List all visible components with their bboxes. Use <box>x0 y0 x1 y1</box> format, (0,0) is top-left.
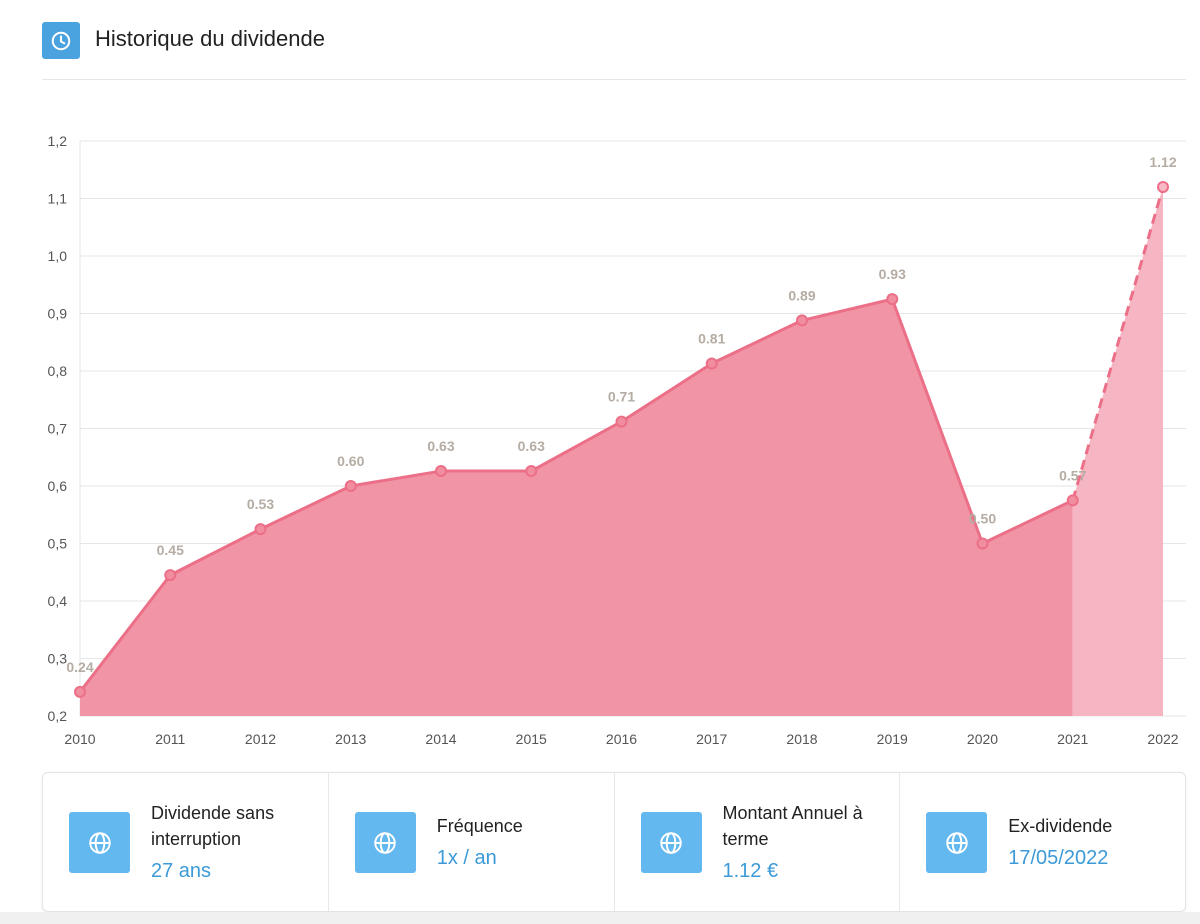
card-frequency: Fréquence 1x / an <box>329 773 615 911</box>
data-label: 0.63 <box>518 438 545 454</box>
data-point <box>886 293 899 306</box>
data-point <box>976 537 989 550</box>
x-axis: 2010 2011 2012 2013 2014 2015 2016 2017 2018 2019… <box>64 731 1178 747</box>
dividend-history-chart: 0,20,30,40,50,60,70,80,91,01,11,2 2010 20… <box>48 133 1186 747</box>
globe-icon <box>69 812 130 873</box>
projected-dividend-area <box>1072 187 1163 716</box>
dividend-summary-cards: Dividende sans interruption 27 ans Fréqu… <box>42 772 1186 912</box>
globe-icon <box>354 812 416 873</box>
card-value: 1.12 € <box>722 860 779 882</box>
data-point <box>164 569 177 582</box>
globe-icon <box>640 812 702 873</box>
data-label: 0.24 <box>66 659 93 675</box>
card-ex-dividend: Ex-dividende 17/05/2022 <box>900 773 1185 911</box>
y-tick-label: 0,5 <box>48 536 68 552</box>
x-tick-label: 2021 <box>1057 731 1088 747</box>
x-tick-label: 2018 <box>786 731 817 747</box>
chart-data-labels: 0.24 0.45 0.53 0.60 0.63 0.63 0.71 0.81 0.89 0.93… <box>66 154 1176 675</box>
data-point <box>254 523 267 536</box>
data-label: 0.60 <box>337 453 364 469</box>
y-tick-label: 0,7 <box>48 421 68 437</box>
data-point <box>705 357 718 370</box>
card-annual-amount: Montant Annuel à terme 1.12 € <box>615 773 901 911</box>
dividend-area <box>80 299 1073 716</box>
y-tick-label: 0,9 <box>48 306 68 322</box>
x-tick-label: 2016 <box>606 731 637 747</box>
data-point <box>1066 494 1079 507</box>
data-point <box>525 465 538 478</box>
card-value: 1x / an <box>436 847 497 869</box>
chart-areas <box>80 187 1163 716</box>
x-tick-label: 2014 <box>425 731 456 747</box>
card-label: Montant Annuel à terme <box>722 803 863 849</box>
chart-lines <box>78 186 1165 693</box>
data-point <box>74 685 86 698</box>
x-tick-label: 2012 <box>245 731 276 747</box>
data-label: 0.93 <box>879 266 906 282</box>
data-label: 0.89 <box>788 287 815 303</box>
y-tick-label: 0,6 <box>48 478 68 494</box>
x-tick-label: 2015 <box>516 731 547 747</box>
data-label: 1.12 <box>1149 154 1176 170</box>
data-label: 0.53 <box>247 496 274 512</box>
projected-dividend-line <box>1071 186 1165 501</box>
card-uninterrupted: Dividende sans interruption 27 ans <box>43 773 329 911</box>
x-tick-label: 2019 <box>877 731 908 747</box>
x-tick-label: 2013 <box>335 731 366 747</box>
card-value: 27 ans <box>151 860 212 882</box>
y-tick-label: 1,2 <box>48 133 68 149</box>
page-bottom-edge <box>0 912 1200 924</box>
x-tick-label: 2022 <box>1147 731 1178 747</box>
x-tick-label: 2017 <box>696 731 727 747</box>
card-value: 17/05/2022 <box>1008 847 1109 869</box>
x-tick-label: 2020 <box>967 731 998 747</box>
y-tick-label: 1,0 <box>48 248 68 264</box>
chart-points <box>74 181 1169 698</box>
clock-icon <box>42 22 80 59</box>
data-point <box>344 480 357 492</box>
data-label: 0.81 <box>698 331 725 347</box>
y-tick-label: 1,1 <box>48 191 68 207</box>
data-label: 0.63 <box>427 438 454 454</box>
globe-icon <box>926 812 988 873</box>
data-point <box>615 415 628 428</box>
y-axis: 0,2 0,3 0,4 0,5 0,6 0,7 0,8 0,9 1,0 1,1 1,2 <box>48 133 68 724</box>
x-tick-label: 2011 <box>155 731 185 747</box>
page-title: Historique du dividende <box>95 26 325 51</box>
card-label: Fréquence <box>436 816 523 836</box>
y-tick-label: 0,8 <box>48 363 68 379</box>
data-point <box>435 465 447 478</box>
card-label: Ex-dividende <box>1008 816 1113 836</box>
y-tick-label: 0,4 <box>48 593 68 609</box>
dividend-line <box>78 297 1074 693</box>
y-tick-label: 0,2 <box>48 708 68 724</box>
data-label: 0.50 <box>969 511 996 527</box>
section-header: Historique du dividende <box>42 0 1186 80</box>
data-label: 0.45 <box>157 542 184 558</box>
data-point <box>1157 181 1169 193</box>
card-label: Dividende sans interruption <box>151 803 275 849</box>
y-tick-label: 0,3 <box>48 651 68 667</box>
data-point <box>796 314 808 327</box>
x-tick-label: 2010 <box>64 731 95 747</box>
data-label: 0.71 <box>608 389 635 405</box>
data-label: 0.57 <box>1059 467 1086 483</box>
